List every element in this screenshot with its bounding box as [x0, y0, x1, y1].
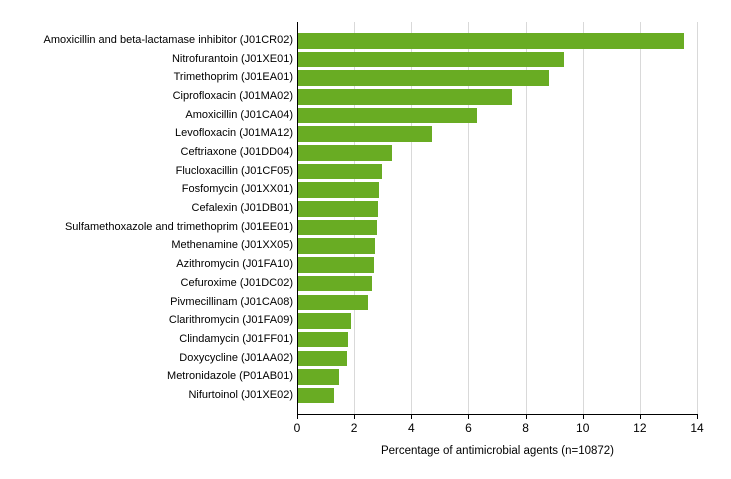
- category-label: Clarithromycin (J01FA09): [168, 314, 293, 327]
- bar: [298, 275, 373, 292]
- category-label: Amoxicillin (J01CA04): [185, 108, 293, 121]
- category-label: Nifurtoinol (J01XE02): [188, 388, 293, 401]
- x-tick-label-6: 6: [465, 421, 472, 435]
- gridline-x-14: [697, 22, 698, 414]
- bar: [298, 294, 368, 311]
- x-tick-label-10: 10: [576, 421, 590, 435]
- category-label: Cefuroxime (J01DC02): [180, 276, 293, 289]
- x-tick-mark-0: [297, 415, 298, 419]
- category-label: Metronidazole (P01AB01): [167, 370, 293, 383]
- category-label: Sulfamethoxazole and trimethoprim (J01EE…: [64, 220, 293, 233]
- bar: [298, 313, 351, 329]
- category-label: Clindamycin (J01FF01): [179, 332, 293, 345]
- y-axis-line: [297, 22, 298, 415]
- bar: [298, 201, 378, 217]
- bar: [298, 387, 334, 404]
- category-label: Azithromycin (J01FA10): [176, 258, 293, 271]
- bar: [298, 107, 477, 124]
- x-tick-mark-4: [411, 415, 413, 419]
- x-tick-mark-10: [582, 415, 584, 419]
- category-label: Levofloxacin (J01MA12): [174, 127, 293, 140]
- gridline-x-2: [354, 22, 356, 414]
- x-tick-label-0: 0: [293, 421, 301, 435]
- category-label: Nitrofurantoin (J01XE01): [171, 52, 293, 65]
- category-label: Doxycycline (J01AA02): [179, 351, 293, 364]
- bar: [298, 219, 377, 236]
- bar: [298, 33, 684, 49]
- x-tick-mark-12: [639, 415, 641, 419]
- bar: [298, 331, 348, 348]
- category-label: Trimethoprim (J01EA01): [173, 71, 293, 84]
- x-tick-mark-2: [354, 415, 356, 419]
- category-label: Methenamine (J01XX05): [171, 239, 293, 252]
- gridline-x-6: [468, 22, 470, 414]
- x-tick-label-12: 12: [633, 421, 647, 435]
- bar: [298, 89, 513, 105]
- bar: [298, 126, 433, 142]
- bar: [298, 369, 340, 385]
- gridline-x-12: [639, 22, 641, 414]
- bar: [298, 238, 376, 254]
- x-axis-line: [297, 414, 698, 415]
- category-label: Fosfomycin (J01XX01): [181, 183, 293, 196]
- x-tick-label-2: 2: [350, 421, 358, 435]
- x-tick-label-4: 4: [407, 421, 415, 435]
- bar: [298, 182, 380, 198]
- bar: [298, 257, 374, 273]
- x-axis-title: Percentage of antimicrobial agents (n=10…: [380, 445, 615, 457]
- category-label: Flucloxacillin (J01CF05): [175, 164, 293, 177]
- x-tick-label-8: 8: [522, 421, 529, 435]
- bar: [298, 350, 347, 367]
- bar: [298, 145, 393, 161]
- category-label: Ciprofloxacin (J01MA02): [172, 90, 293, 103]
- x-tick-mark-8: [525, 415, 527, 419]
- bar: [298, 51, 564, 68]
- category-label: Pivmecillinam (J01CA08): [170, 295, 293, 308]
- gridline-x-10: [582, 22, 584, 414]
- category-label: Cefalexin (J01DB01): [191, 202, 294, 215]
- x-tick-mark-14: [697, 415, 698, 419]
- bar: [298, 163, 383, 180]
- category-label: Ceftriaxone (J01DD04): [180, 146, 294, 159]
- category-label: Amoxicillin and beta-lactamase inhibitor…: [43, 34, 293, 46]
- x-tick-label-14: 14: [690, 421, 704, 435]
- gridline-x-4: [411, 22, 413, 414]
- bar: [298, 70, 550, 86]
- gridline-x-8: [525, 22, 527, 414]
- x-tick-mark-6: [468, 415, 470, 419]
